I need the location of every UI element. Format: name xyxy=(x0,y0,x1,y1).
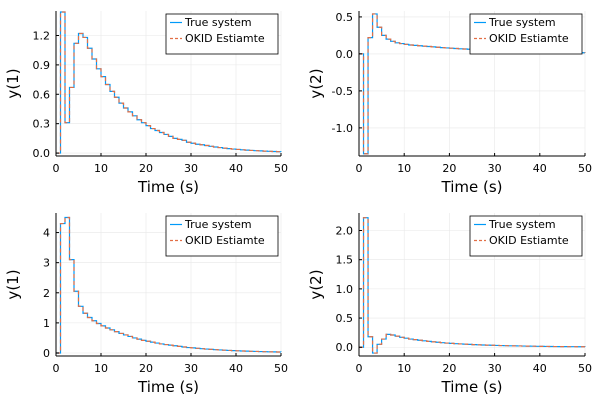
x-tick-label: 0 xyxy=(356,162,363,175)
legend: True system OKID Estiamte xyxy=(165,215,279,257)
y-tick-label: 0.3 xyxy=(33,118,51,131)
x-tick-label: 30 xyxy=(184,362,198,375)
y-tick-label: 2 xyxy=(43,287,50,300)
x-tick-label: 0 xyxy=(356,362,363,375)
legend-label: OKID Estiamte xyxy=(185,234,265,247)
legend: True system OKID Estiamte xyxy=(165,13,279,55)
x-axis-label: Time (s) xyxy=(137,178,199,196)
x-tick-label: 0 xyxy=(53,162,60,175)
chart-panel-3: 0 10 20 30 40 50 0 1 2 3 4 Time (s) y(1) True system O… xyxy=(4,213,288,396)
chart-panel-1: 0 10 20 30 40 50 0.0 0.3 0.6 0.9 1.2 Time (s) y(1) Tr… xyxy=(4,11,288,196)
x-axis-label: Time (s) xyxy=(441,378,503,396)
y-tick-label: 1.5 xyxy=(336,254,354,267)
y-tick-label: 4 xyxy=(43,227,50,240)
legend-label: OKID Estiamte xyxy=(185,32,265,45)
y-tick-label: 1.2 xyxy=(33,29,51,42)
x-tick-label: 40 xyxy=(533,362,547,375)
y-tick-label: 1.0 xyxy=(336,283,354,296)
chart-panel-4: 0 10 20 30 40 50 0.0 0.5 1.0 1.5 2.0 Time (s) y(2) Tr… xyxy=(307,213,592,396)
legend-box xyxy=(165,13,279,55)
series-okid-estimate xyxy=(359,217,586,354)
legend: True system OKID Estiamte xyxy=(469,215,583,257)
series-okid-estimate xyxy=(56,11,282,154)
x-tick-label: 20 xyxy=(442,162,456,175)
x-tick-label: 10 xyxy=(94,162,108,175)
y-tick-label: 0.0 xyxy=(33,147,51,160)
y-tick-label: -1.0 xyxy=(332,122,353,135)
x-tick-label: 50 xyxy=(274,162,288,175)
y-tick-label: 0.0 xyxy=(336,48,354,61)
y-tick-label: 0.5 xyxy=(336,11,354,24)
x-tick-label: 40 xyxy=(533,162,547,175)
y-tick-label: 1 xyxy=(43,317,50,330)
y-tick-label: 2.0 xyxy=(336,225,354,238)
y-tick-label: 0.5 xyxy=(336,312,354,325)
x-tick-label: 30 xyxy=(184,162,198,175)
x-tick-label: 10 xyxy=(94,362,108,375)
legend-label: True system xyxy=(488,16,556,29)
y-tick-label: -0.5 xyxy=(332,85,353,98)
y-axis-label: y(2) xyxy=(307,269,325,299)
legend-label: OKID Estiamte xyxy=(489,32,569,45)
legend-label: True system xyxy=(184,218,252,231)
x-tick-label: 40 xyxy=(229,162,243,175)
x-tick-label: 50 xyxy=(578,362,592,375)
x-tick-label: 10 xyxy=(397,162,411,175)
y-axis-label: y(2) xyxy=(307,68,325,98)
x-tick-label: 20 xyxy=(139,162,153,175)
chart-panel-2: 0 10 20 30 40 50 -1.0 -0.5 0.0 0.5 Time (s) y(2) Tru… xyxy=(307,11,592,196)
x-tick-label: 30 xyxy=(488,162,502,175)
legend: True system OKID Estiamte xyxy=(469,13,583,55)
y-tick-label: 3 xyxy=(43,257,50,270)
legend-box xyxy=(165,215,279,257)
x-tick-label: 50 xyxy=(578,162,592,175)
y-tick-label: 0 xyxy=(43,347,50,360)
legend-box xyxy=(469,13,583,55)
y-tick-label: 0.6 xyxy=(33,88,51,101)
y-axis-label: y(1) xyxy=(4,269,22,299)
series-okid-estimate xyxy=(56,216,282,354)
x-tick-label: 40 xyxy=(229,362,243,375)
y-tick-label: 0.0 xyxy=(336,341,354,354)
y-tick-label: 0.9 xyxy=(33,59,51,72)
x-axis-label: Time (s) xyxy=(441,178,503,196)
x-tick-label: 30 xyxy=(488,362,502,375)
x-tick-label: 10 xyxy=(397,362,411,375)
legend-box xyxy=(469,215,583,257)
x-tick-label: 0 xyxy=(53,362,60,375)
x-tick-label: 50 xyxy=(274,362,288,375)
legend-label: True system xyxy=(488,218,556,231)
x-tick-label: 20 xyxy=(442,362,456,375)
x-axis-label: Time (s) xyxy=(137,378,199,396)
x-tick-label: 20 xyxy=(139,362,153,375)
legend-label: OKID Estiamte xyxy=(489,234,569,247)
y-axis-label: y(1) xyxy=(4,68,22,98)
legend-label: True system xyxy=(184,16,252,29)
